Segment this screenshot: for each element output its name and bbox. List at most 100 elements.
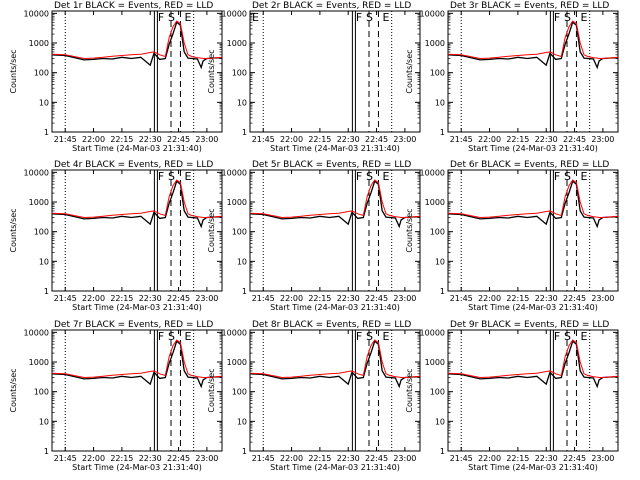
y-tick-label: 1	[440, 447, 445, 456]
x-tick-label: 22:00	[280, 294, 303, 303]
flare-marker-label: E	[580, 11, 587, 24]
x-tick-label: 22:00	[280, 454, 303, 463]
x-tick-label: 22:15	[308, 135, 331, 144]
series-line-lld	[51, 20, 223, 60]
y-tick-label: 100	[232, 69, 247, 78]
x-tick-label: 21:45	[252, 454, 275, 463]
x-tick-label: 22:45	[563, 135, 586, 144]
flare-marker-label: F	[158, 330, 164, 343]
x-tick-label: 21:45	[252, 135, 275, 144]
x-tick-label: 22:15	[506, 294, 529, 303]
detector-panel-9: Det 9r BLACK = Events, RED = LLD 1 10 100 10…	[405, 320, 619, 472]
flare-marker-label: S	[366, 330, 373, 343]
flare-marker-label: F	[356, 330, 362, 343]
series-line-events	[447, 21, 619, 70]
x-tick-label: 22:15	[308, 294, 331, 303]
y-tick-label: 100	[232, 228, 247, 237]
flare-marker-label: S	[366, 11, 373, 24]
panel-title: Det 1r BLACK = Events, RED = LLD	[54, 1, 213, 11]
x-tick-label: 22:30	[139, 294, 162, 303]
flare-marker-label: S	[168, 11, 175, 24]
y-tick-label: 10000	[222, 168, 247, 177]
x-tick-label: 22:15	[110, 454, 133, 463]
y-tick-label: 10000	[420, 168, 445, 177]
x-tick-label: 22:00	[82, 294, 105, 303]
detector-panel-4: Det 4r BLACK = Events, RED = LLD 1 10 100 10…	[9, 160, 223, 312]
x-axis-label: Start Time (24-Mar-03 21:31:40)	[468, 303, 598, 312]
y-tick-label: 10	[435, 417, 445, 426]
y-tick-label: 10	[237, 98, 247, 107]
x-axis-label: Start Time (24-Mar-03 21:31:40)	[468, 463, 598, 472]
series-line-lld	[447, 20, 619, 60]
x-tick-label: 22:15	[110, 135, 133, 144]
x-tick-label: 22:30	[535, 294, 558, 303]
x-tick-label: 21:45	[54, 454, 77, 463]
flare-marker-label: F	[158, 11, 164, 24]
plot-frame	[51, 10, 223, 133]
x-tick-label: 22:00	[82, 454, 105, 463]
y-tick-label: 100	[34, 228, 49, 237]
panel-title: Det 5r BLACK = Events, RED = LLD	[252, 160, 411, 170]
y-tick-label: 1	[44, 287, 49, 296]
y-tick-label: 100	[430, 69, 445, 78]
flare-marker-label: F	[356, 11, 362, 24]
x-tick-label: 21:45	[450, 454, 473, 463]
flare-marker-label: E	[382, 11, 389, 24]
x-tick-label: 23:00	[591, 294, 614, 303]
y-tick-label: 10	[237, 257, 247, 266]
panel-title: Det 9r BLACK = Events, RED = LLD	[450, 320, 609, 330]
flare-marker-label: S	[564, 330, 571, 343]
detector-panel-5: Det 5r BLACK = Events, RED = LLD 1 10 100 10…	[207, 160, 421, 312]
flare-marker-label: E	[184, 170, 191, 183]
flare-marker-label: E	[382, 330, 389, 343]
plot-frame	[447, 10, 619, 133]
series-line-events	[51, 180, 223, 229]
x-tick-label: 22:45	[563, 294, 586, 303]
panel-title: Det 6r BLACK = Events, RED = LLD	[450, 160, 609, 170]
y-tick-label: 100	[232, 388, 247, 397]
flare-marker-label: E	[580, 330, 587, 343]
y-tick-label: 10000	[24, 168, 49, 177]
x-tick-label: 22:30	[535, 454, 558, 463]
series-line-lld	[447, 339, 619, 379]
x-tick-label: 22:15	[110, 294, 133, 303]
y-axis-label: Counts/sec	[405, 49, 414, 93]
x-tick-label: 23:00	[591, 454, 614, 463]
plot-frame	[447, 169, 619, 292]
y-tick-label: 10	[39, 257, 49, 266]
x-tick-label: 22:45	[365, 454, 388, 463]
x-axis-label: Start Time (24-Mar-03 21:31:40)	[270, 303, 400, 312]
flare-marker-label: S	[168, 170, 175, 183]
x-tick-label: 22:00	[478, 135, 501, 144]
y-tick-label: 10	[435, 98, 445, 107]
y-axis-label: Counts/sec	[9, 368, 18, 412]
x-tick-label: 23:00	[195, 454, 218, 463]
flare-marker-label: F	[554, 330, 560, 343]
y-tick-label: 1	[242, 447, 247, 456]
detector-panel-6: Det 6r BLACK = Events, RED = LLD 1 10 100 10…	[405, 160, 619, 312]
series-line-lld	[249, 339, 421, 379]
y-tick-label: 10	[39, 98, 49, 107]
detector-panel-3: Det 3r BLACK = Events, RED = LLD 1 10 100 10…	[405, 1, 619, 153]
x-tick-label: 22:45	[365, 135, 388, 144]
plot-frame	[249, 329, 421, 452]
x-axis-label: Start Time (24-Mar-03 21:31:40)	[72, 144, 202, 153]
y-tick-label: 100	[430, 228, 445, 237]
series-line-events	[447, 180, 619, 229]
y-tick-label: 1	[440, 128, 445, 137]
flare-marker-label: E	[252, 11, 259, 24]
flare-marker-label: E	[184, 330, 191, 343]
y-tick-label: 1	[242, 287, 247, 296]
x-tick-label: 22:00	[478, 294, 501, 303]
x-tick-label: 22:15	[308, 454, 331, 463]
x-tick-label: 23:00	[591, 135, 614, 144]
flare-marker-label: E	[184, 11, 191, 24]
x-tick-label: 23:00	[393, 454, 416, 463]
flare-marker-label: F	[554, 170, 560, 183]
panel-title: Det 4r BLACK = Events, RED = LLD	[54, 160, 213, 170]
x-tick-label: 23:00	[393, 135, 416, 144]
x-tick-label: 22:00	[478, 454, 501, 463]
plot-frame	[51, 329, 223, 452]
detector-panel-7: Det 7r BLACK = Events, RED = LLD 1 10 100 10…	[9, 320, 223, 472]
y-tick-label: 10	[237, 417, 247, 426]
